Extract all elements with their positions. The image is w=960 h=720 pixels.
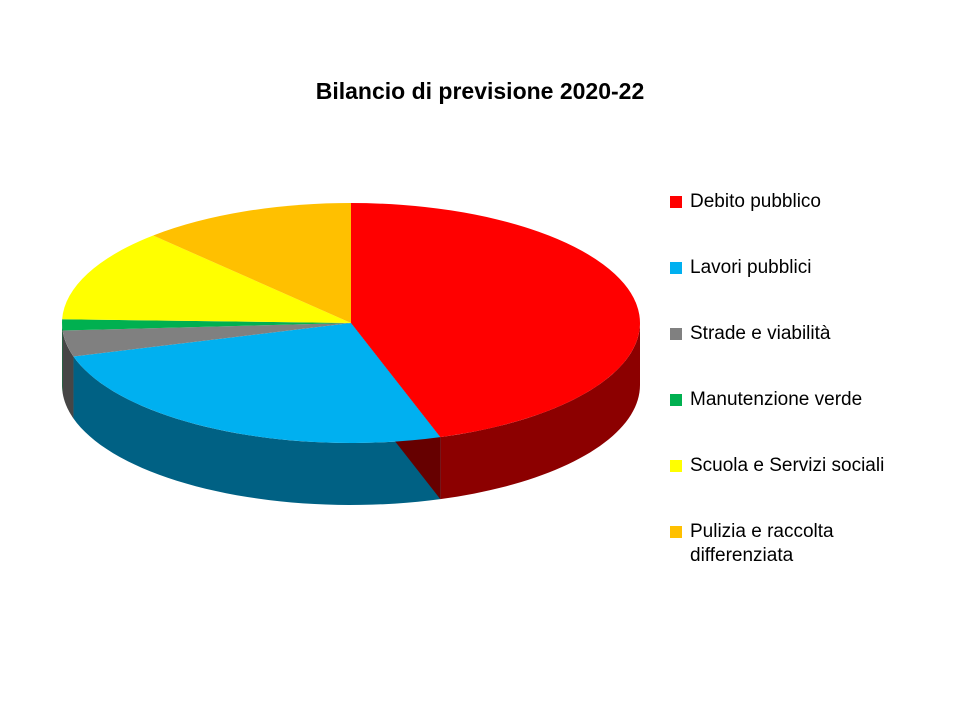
- legend-label: Scuola e Servizi sociali: [690, 455, 885, 476]
- legend-item: Lavori pubblici: [670, 256, 910, 280]
- legend-swatch: [670, 526, 682, 538]
- legend-item: Debito pubblico: [670, 190, 910, 214]
- legend-label: Debito pubblico: [690, 191, 821, 212]
- slice-side: [62, 323, 63, 393]
- legend-swatch: [670, 196, 682, 208]
- slice-side: [440, 323, 640, 500]
- legend-swatch: [670, 328, 682, 340]
- legend-label: Manutenzione verde: [690, 389, 863, 410]
- slice-side: [73, 356, 441, 505]
- legend-label: Strade e viabilità: [690, 323, 831, 344]
- legend-item: Manutenzione verde: [670, 388, 910, 412]
- legend-swatch: [670, 394, 682, 406]
- chart-title: Bilancio di previsione 2020-22: [315, 78, 645, 104]
- slice: [73, 323, 441, 443]
- legend-swatch: [670, 262, 682, 274]
- legend-item: Scuola e Servizi sociali: [670, 454, 910, 478]
- legend-swatch: [670, 460, 682, 472]
- slice: [62, 323, 351, 357]
- slice: [351, 203, 641, 438]
- legend: Debito pubblico Lavori pubblici Strade e v…: [670, 190, 930, 610]
- legend-label: Pulizia e raccolta differenziata: [690, 521, 834, 566]
- legend-item: Strade e viabilità: [670, 322, 910, 346]
- slice: [153, 203, 351, 323]
- slice: [62, 319, 351, 331]
- legend-label: Lavori pubblici: [690, 257, 812, 278]
- slice: [62, 235, 351, 323]
- legend-item: Pulizia e raccolta differenziata: [670, 520, 910, 568]
- slice-side: [62, 330, 74, 419]
